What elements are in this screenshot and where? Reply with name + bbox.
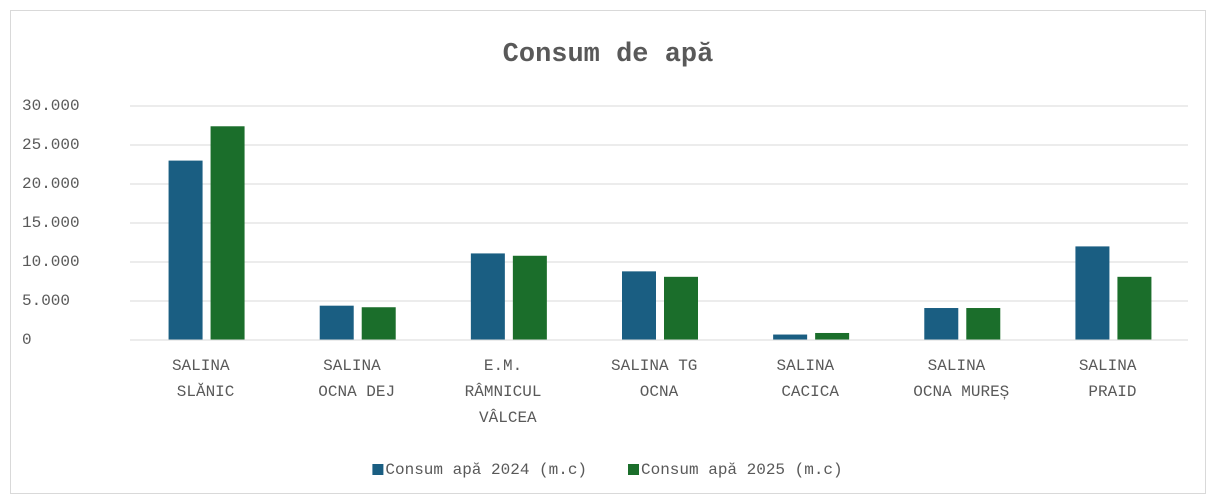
x-tick-label: E.M. RÂMNICUL VÂLCEA (465, 357, 551, 427)
y-tick-label: 15.000 (22, 214, 80, 232)
bar (815, 332, 850, 340)
x-tick-label: SALINA TG OCNA (611, 357, 707, 401)
bar (210, 126, 245, 340)
x-tick-line: OCNA MUREȘ (913, 383, 1009, 401)
bar (1117, 276, 1152, 340)
x-tick-line: SALINA (777, 357, 844, 375)
y-tick-label: 30.000 (22, 97, 80, 115)
bar (622, 271, 656, 340)
legend-label: Consum apă 2024 (m.c) (385, 461, 587, 479)
legend-swatch (628, 464, 639, 475)
legend-swatch (372, 464, 384, 475)
bar (361, 307, 396, 340)
bar (512, 255, 547, 340)
x-tick-line: E.M. (484, 357, 532, 375)
bar (773, 334, 808, 340)
x-tick-line: SALINA (928, 357, 995, 375)
x-tick-label: SALINA PRAID (1079, 357, 1146, 401)
x-tick-line: PRAID (1088, 383, 1136, 401)
y-tick-label: 10.000 (22, 253, 80, 271)
x-tick-line: SALINA (323, 357, 390, 375)
x-tick-line: RÂMNICUL (465, 382, 551, 401)
x-tick-line: SALINA (1079, 357, 1146, 375)
x-tick-label: SALINA OCNA MUREȘ (913, 357, 1009, 401)
bar (1075, 246, 1110, 340)
x-tick-line: VÂLCEA (479, 408, 537, 427)
x-tick-line: OCNA (640, 383, 679, 401)
y-tick-label: 25.000 (22, 136, 80, 154)
x-tick-line: SLĂNIC (177, 382, 235, 401)
x-tick-line: SALINA (172, 357, 239, 375)
x-tick-label: SALINA SLĂNIC (172, 357, 239, 401)
y-tick-label: 5.000 (22, 292, 70, 310)
bar (168, 160, 203, 340)
y-tick-label: 20.000 (22, 175, 80, 193)
bar (966, 308, 1001, 340)
x-tick-label: SALINA OCNA DEJ (318, 357, 395, 401)
y-tick-label: 0 (22, 331, 32, 349)
x-tick-line: SALINA TG (611, 357, 707, 375)
legend-label: Consum apă 2025 (m.c) (641, 461, 843, 479)
chart-title: Consum de apă (503, 40, 714, 70)
bar (319, 305, 354, 340)
bar (664, 276, 698, 340)
x-tick-label: SALINA CACICA (777, 357, 844, 401)
x-tick-line: CACICA (781, 383, 839, 401)
x-tick-line: OCNA DEJ (318, 383, 395, 401)
chart-frame (10, 10, 1206, 494)
bar (924, 308, 959, 340)
bar (470, 253, 505, 340)
